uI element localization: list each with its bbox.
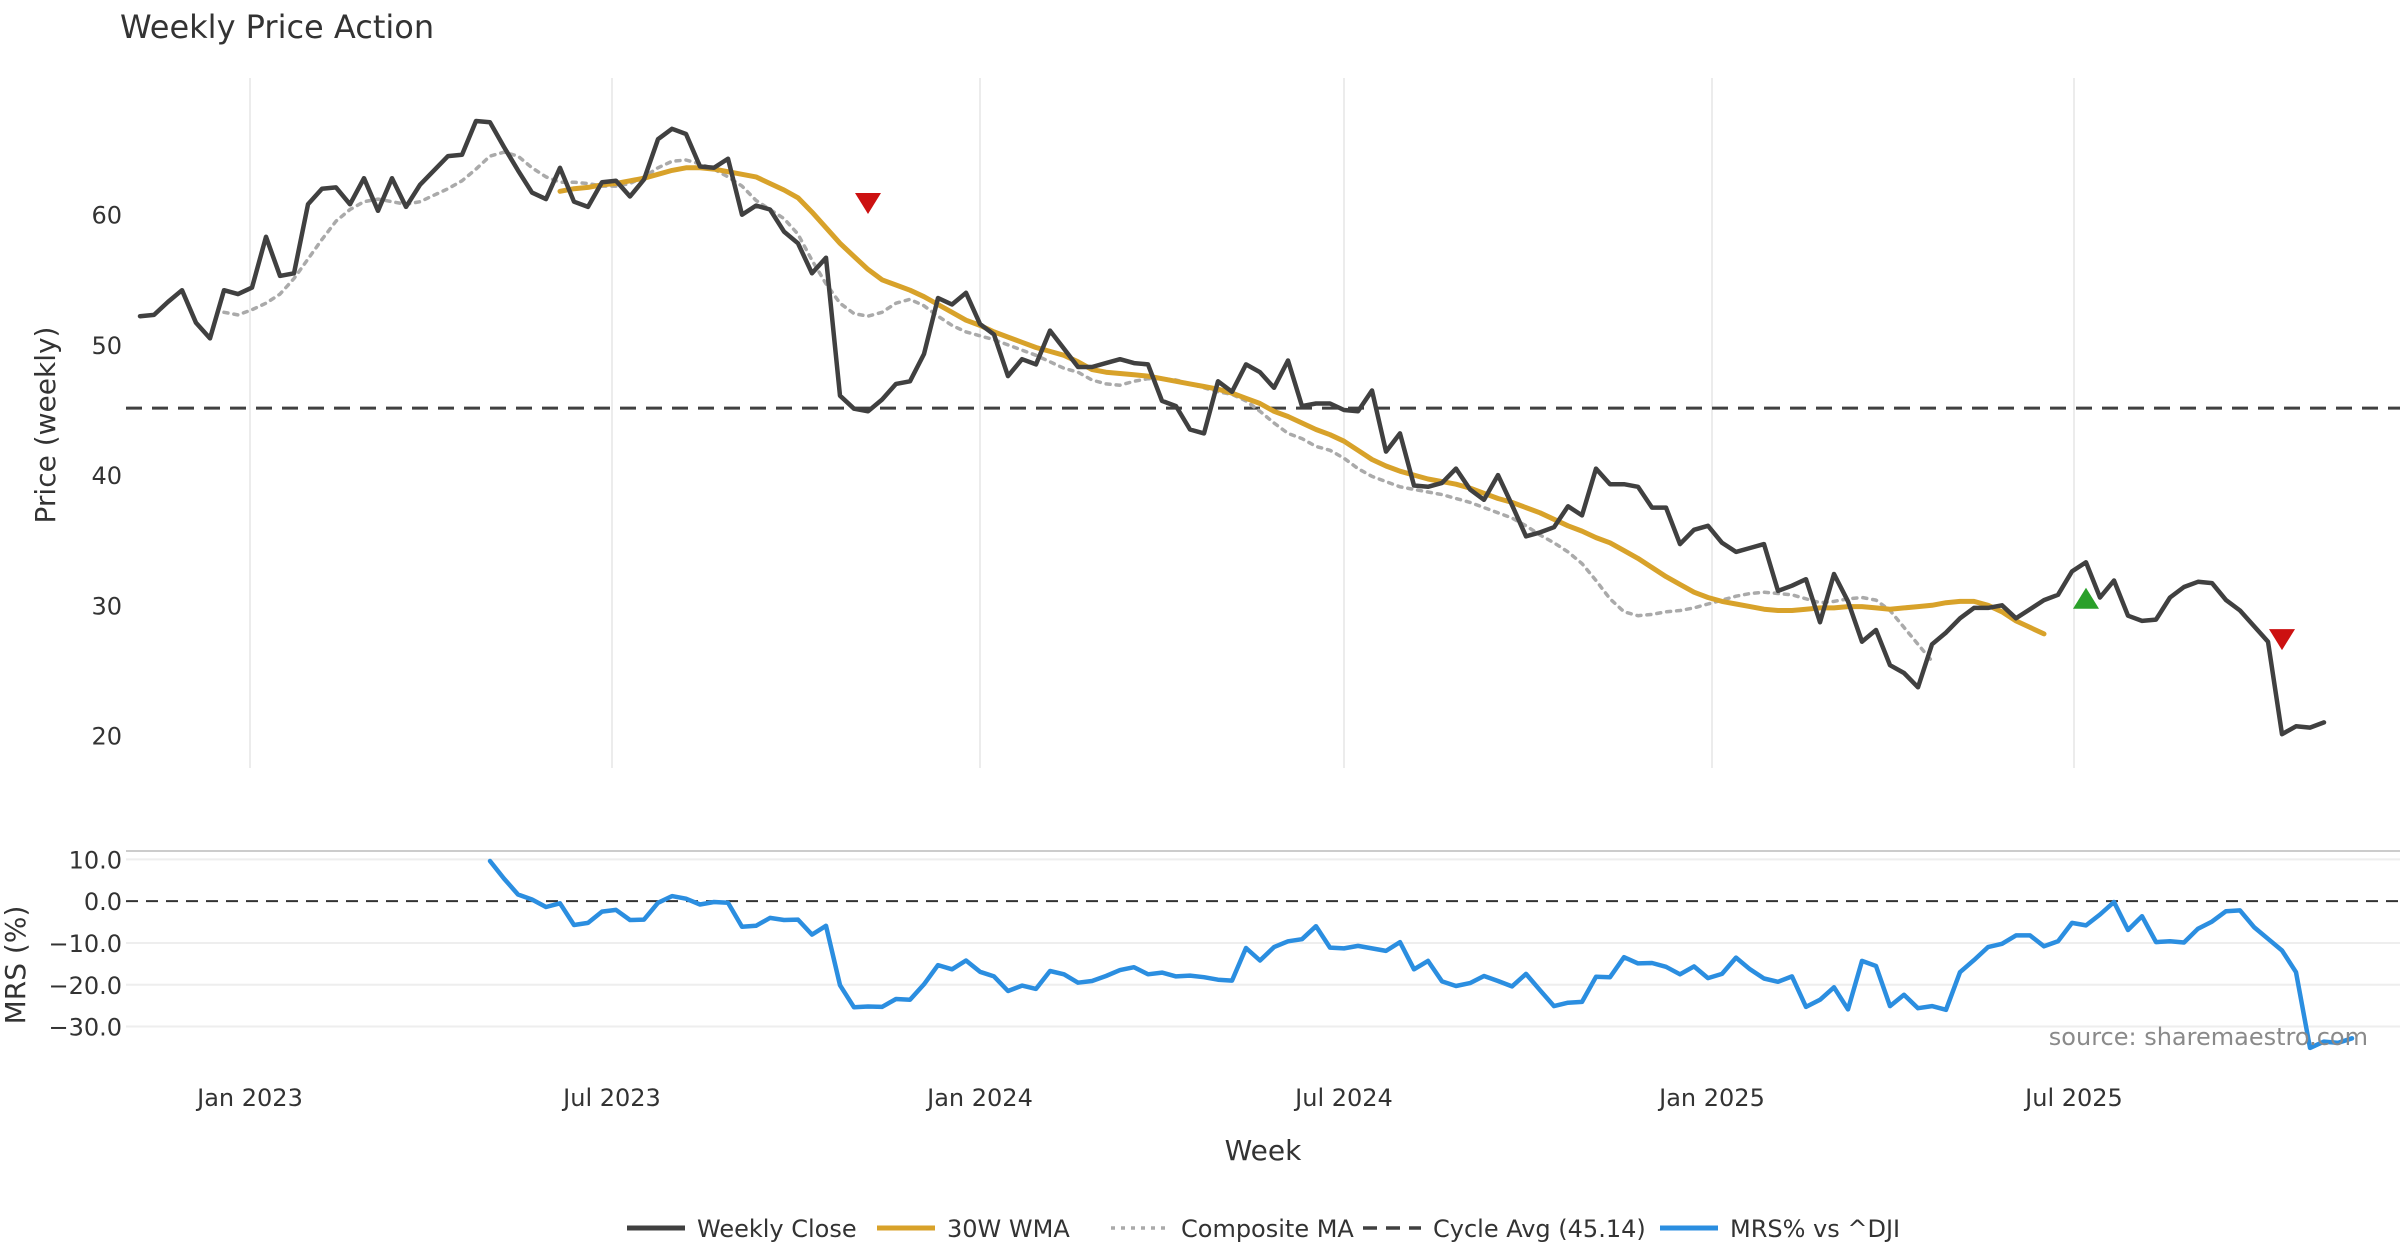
wma-30w-line: [557, 165, 2047, 637]
legend-label-0: Weekly Close: [697, 1215, 857, 1243]
legend-item-4: MRS% vs ^DJI: [1660, 1215, 1900, 1243]
legend-item-0: Weekly Close: [627, 1215, 857, 1243]
price-panel-y-ticks: 20 30 40 50 60: [91, 202, 122, 751]
mrs-y-tick-2: −10.0: [48, 930, 122, 958]
x-tick-label-0: Jan 2023: [195, 1084, 303, 1112]
price-y-tick-40: 40: [91, 462, 122, 490]
price-y-tick-60: 60: [91, 202, 122, 230]
x-axis-ticks: Jan 2023 Jul 2023 Jan 2024 Jul 2024 Jan 2025…: [195, 1084, 2123, 1112]
mrs-panel-gridlines: [126, 858, 2400, 1028]
source-note: source: sharemaestro.com: [2049, 1023, 2368, 1051]
price-y-tick-50: 50: [91, 332, 122, 360]
mrs-panel-y-ticks: 10.0 0.0 −10.0 −20.0 −30.0: [48, 846, 122, 1041]
price-y-axis-label: Price (weekly): [29, 327, 62, 524]
legend: Weekly Close 30W WMA Composite MA Cycle Avg…: [627, 1215, 1900, 1243]
legend-item-1: 30W WMA: [877, 1215, 1070, 1243]
price-panel-gridlines: [249, 78, 2075, 768]
mrs-y-tick-0: 10.0: [69, 846, 122, 874]
x-tick-label-3: Jul 2024: [1293, 1084, 1393, 1112]
legend-label-2: Composite MA: [1181, 1215, 1354, 1243]
chart-title: Weekly Price Action: [120, 8, 434, 46]
legend-item-3: Cycle Avg (45.14): [1363, 1215, 1646, 1243]
mrs-line: [487, 858, 2355, 1051]
signal-marker-up-1: [2073, 587, 2099, 609]
legend-label-4: MRS% vs ^DJI: [1730, 1215, 1900, 1243]
mrs-y-axis-label: MRS (%): [0, 906, 32, 1025]
price-panel-markers: [855, 192, 2295, 651]
x-tick-label-5: Jul 2025: [2023, 1084, 2123, 1112]
x-tick-label-1: Jul 2023: [561, 1084, 661, 1112]
legend-item-2: Composite MA: [1111, 1215, 1354, 1243]
price-panel-series: [137, 118, 2327, 737]
mrs-y-tick-4: −30.0: [48, 1014, 122, 1042]
mrs-y-tick-1: 0.0: [84, 888, 122, 916]
signal-marker-down-2: [2269, 629, 2295, 651]
price-y-tick-20: 20: [91, 722, 122, 750]
signal-marker-down-0: [855, 192, 881, 214]
x-tick-label-4: Jan 2025: [1657, 1084, 1765, 1112]
legend-label-3: Cycle Avg (45.14): [1433, 1215, 1646, 1243]
x-tick-label-2: Jan 2024: [925, 1084, 1033, 1112]
price-y-tick-30: 30: [91, 592, 122, 620]
mrs-y-tick-3: −20.0: [48, 972, 122, 1000]
composite-ma-line: [222, 150, 1934, 663]
mrs-panel-series: [487, 858, 2355, 1051]
weekly-close-line: [137, 118, 2327, 737]
x-axis-label: Week: [1225, 1134, 1302, 1167]
legend-label-1: 30W WMA: [947, 1215, 1070, 1243]
